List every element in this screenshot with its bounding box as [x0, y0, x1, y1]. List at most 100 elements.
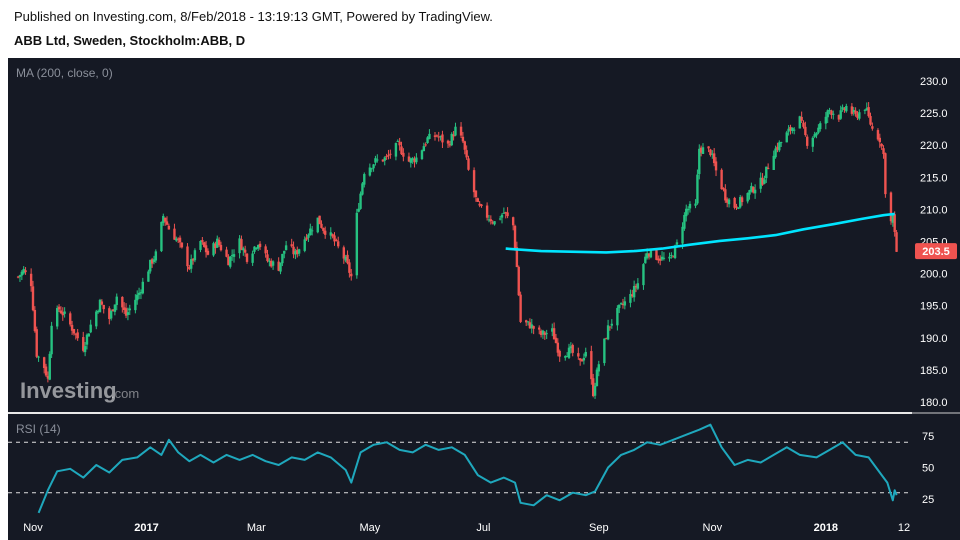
candle-body — [255, 247, 258, 249]
candle-body — [433, 135, 437, 137]
published-caption: Published on Investing.com, 8/Feb/2018 -… — [14, 9, 493, 24]
candle-body — [271, 261, 275, 266]
candle-body — [296, 249, 299, 255]
candle-body — [889, 192, 893, 222]
candle-down — [446, 139, 450, 148]
candle-body — [139, 292, 143, 294]
candle-down — [59, 306, 63, 314]
candle-body — [160, 221, 163, 252]
candle-up — [817, 124, 820, 135]
candle-down — [720, 168, 723, 190]
candle-body — [459, 126, 463, 136]
candle-body — [856, 114, 859, 118]
candle-body — [409, 158, 413, 163]
candle-up — [294, 248, 297, 260]
candle-body — [61, 312, 64, 316]
candle-body — [513, 225, 517, 249]
watermark-brand: Investing — [20, 378, 117, 403]
candle-up — [739, 194, 742, 209]
candle-up — [329, 227, 332, 240]
candle-body — [309, 228, 312, 236]
candle-down — [752, 186, 755, 194]
candle-body — [57, 306, 61, 310]
candle-down — [733, 196, 736, 210]
rsi-pane-background — [8, 414, 912, 516]
candle-down — [558, 349, 561, 362]
candle-body — [134, 299, 137, 311]
candle-up — [256, 244, 260, 251]
candle-down — [766, 163, 770, 170]
candle-down — [884, 152, 887, 198]
candle-body — [109, 310, 113, 319]
candle-up — [394, 142, 398, 161]
candle-body — [230, 254, 234, 256]
candle-up — [283, 250, 286, 259]
candle-body — [837, 115, 841, 120]
candle-body — [463, 141, 466, 150]
candle-down — [480, 203, 483, 208]
candle-body — [591, 378, 595, 397]
candle-up — [564, 355, 567, 361]
candle-body — [696, 174, 699, 204]
candle-down — [552, 322, 556, 340]
candle-body — [152, 259, 156, 263]
candle-body — [578, 358, 582, 361]
candle-up — [428, 129, 431, 140]
candle-body — [387, 155, 390, 157]
candle-body — [400, 146, 403, 155]
candle-up — [137, 287, 141, 300]
candle-body — [461, 136, 465, 142]
candle-down — [305, 233, 308, 241]
candle-body — [869, 116, 872, 125]
candle-body — [162, 215, 165, 223]
candle-body — [292, 246, 295, 255]
candle-up — [746, 192, 749, 204]
candle-body — [368, 167, 372, 176]
candle-up — [175, 236, 178, 242]
candle-up — [255, 247, 258, 250]
candle-body — [839, 110, 842, 119]
candle-body — [420, 150, 424, 160]
candle-body — [35, 329, 38, 357]
candle-body — [297, 249, 301, 254]
candle-body — [175, 238, 178, 241]
candle-body — [149, 259, 152, 272]
candle-body — [348, 262, 351, 273]
candle-body — [584, 351, 587, 357]
candle-up — [98, 298, 102, 313]
candle-down — [57, 304, 61, 312]
candle-body — [310, 230, 314, 232]
candle-body — [383, 157, 386, 161]
candle-body — [740, 197, 744, 203]
candle-down — [554, 333, 558, 344]
candle-body — [616, 307, 619, 326]
candle-body — [229, 256, 232, 267]
candle-body — [357, 208, 360, 212]
candle-body — [491, 222, 494, 224]
candle-body — [636, 283, 640, 289]
candle-down — [264, 244, 267, 258]
candle-up — [229, 255, 232, 269]
candle-body — [316, 217, 319, 233]
candle-up — [644, 253, 647, 264]
candle-body — [350, 273, 353, 277]
candle-down — [402, 148, 405, 162]
candle-up — [376, 154, 379, 163]
candle-down — [435, 134, 439, 138]
candle-body — [688, 203, 692, 209]
candle-body — [603, 338, 606, 364]
candle-up — [670, 252, 673, 259]
candle-body — [258, 243, 262, 248]
candle-body — [227, 256, 230, 266]
candle-body — [217, 239, 221, 246]
candle-down — [318, 215, 321, 225]
candle-up — [632, 280, 636, 302]
candle-body — [238, 238, 241, 254]
candle-up — [493, 221, 496, 226]
candle-body — [543, 332, 547, 335]
candle-down — [590, 345, 593, 385]
rsi-tick-label: 50 — [922, 463, 934, 475]
candle-down — [578, 358, 582, 366]
candle-up — [141, 277, 145, 295]
